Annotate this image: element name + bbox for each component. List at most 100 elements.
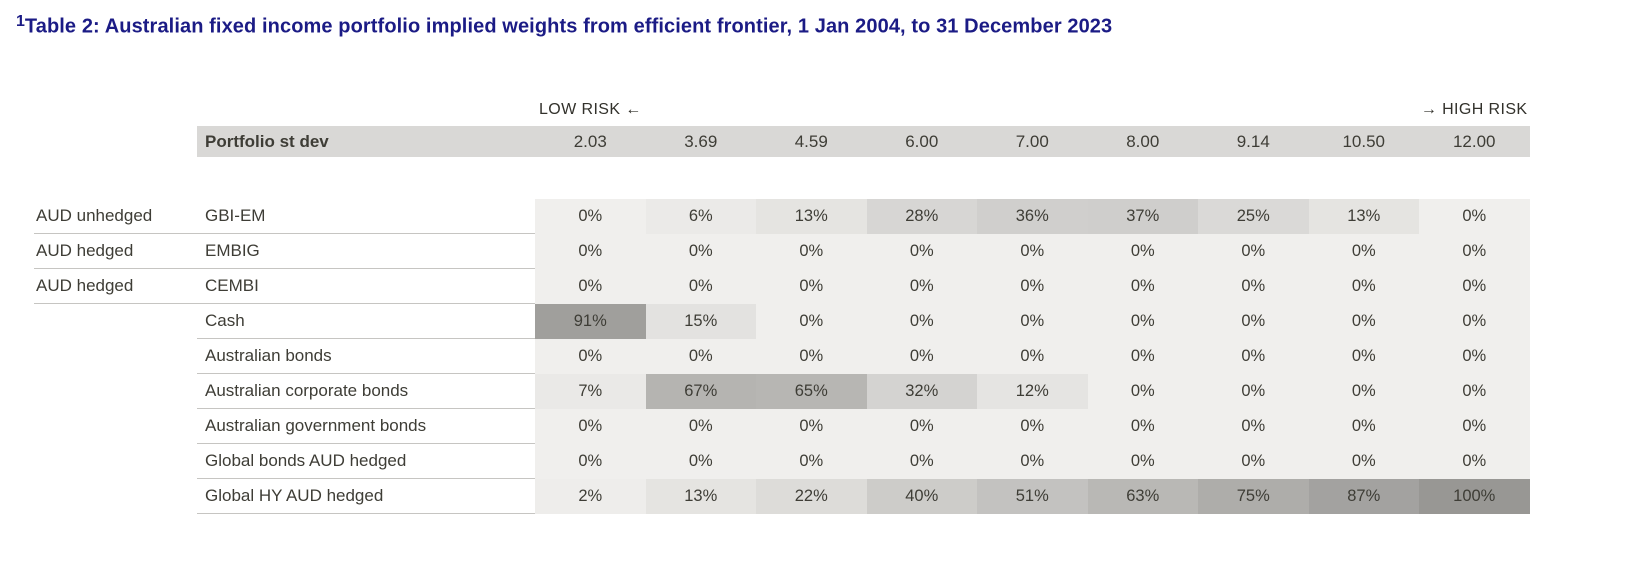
weight-cell: 91% — [535, 304, 646, 340]
portfolio-stdev-label: Portfolio st dev — [197, 126, 535, 158]
weight-cell: 13% — [756, 199, 867, 235]
group-label — [34, 479, 197, 514]
stddev-value: 12.00 — [1419, 126, 1530, 158]
group-label: AUD hedged — [34, 234, 197, 270]
weight-cell: 100% — [1419, 479, 1530, 515]
table-row: Australian government bonds 0% 0% 0% 0% 0% 0% 0… — [34, 409, 1533, 445]
weight-cell: 7% — [535, 374, 646, 410]
weight-cell: 0% — [977, 339, 1088, 375]
weight-cell: 0% — [645, 409, 756, 445]
group-label — [34, 409, 197, 444]
weight-cell: 0% — [1198, 409, 1309, 445]
table-row: Australian corporate bonds 7% 67% 65% 32% 12%… — [34, 374, 1533, 410]
weight-cell: 0% — [866, 269, 977, 305]
weight-cell: 22% — [756, 479, 867, 515]
weight-cell: 0% — [1308, 234, 1419, 270]
asset-label: Global HY AUD hedged — [197, 479, 535, 515]
weight-cell: 0% — [756, 304, 867, 340]
weight-cell: 0% — [645, 269, 756, 305]
weight-cell: 51% — [977, 479, 1088, 515]
weight-cell: 0% — [1419, 444, 1530, 480]
weight-cell: 0% — [866, 304, 977, 340]
weight-cell: 0% — [756, 234, 867, 270]
group-label: AUD unhedged — [34, 199, 197, 235]
weight-cell: 0% — [1198, 374, 1309, 410]
asset-label: Cash — [197, 304, 535, 340]
weight-cell: 87% — [1308, 479, 1419, 515]
weight-cell: 0% — [1308, 374, 1419, 410]
weight-cell: 0% — [1308, 269, 1419, 305]
weight-cell: 0% — [1198, 304, 1309, 340]
weight-cell: 12% — [977, 374, 1088, 410]
table-body: AUD unhedged GBI-EM 0% 6% 13% 28% 36% 37% 25% 13%… — [34, 199, 1533, 515]
weight-cell: 0% — [1087, 234, 1198, 270]
title-text: Table 2: Australian fixed income portfol… — [24, 15, 1113, 38]
weight-cell: 0% — [1087, 409, 1198, 445]
weight-cell: 0% — [1087, 269, 1198, 305]
stddev-value: 6.00 — [866, 126, 977, 158]
implied-weights-table: LOW RISK ← → HIGH RISK Portfolio st dev … — [34, 94, 1533, 515]
weight-cell: 0% — [535, 234, 646, 270]
header-body-gap — [34, 157, 1533, 199]
weight-cell: 0% — [756, 444, 867, 480]
weight-cell: 0% — [1419, 339, 1530, 375]
weight-cell: 0% — [535, 409, 646, 445]
weight-cell: 0% — [535, 269, 646, 305]
weight-cell: 0% — [1198, 444, 1309, 480]
weight-cell: 0% — [1419, 304, 1530, 340]
stddev-values: 2.03 3.69 4.59 6.00 7.00 8.00 9.14 10.50 12.00 — [535, 126, 1530, 158]
table-row: Cash 91% 15% 0% 0% 0% 0% 0% 0% 0% — [34, 304, 1533, 340]
stddev-value: 10.50 — [1308, 126, 1419, 158]
stddev-value: 9.14 — [1198, 126, 1309, 158]
asset-label: Australian corporate bonds — [197, 374, 535, 410]
weight-cell: 0% — [866, 444, 977, 480]
group-label — [34, 374, 197, 409]
weight-cell: 0% — [1419, 409, 1530, 445]
weight-cell: 0% — [645, 234, 756, 270]
weight-cell: 0% — [1087, 304, 1198, 340]
portfolio-stdev-row: Portfolio st dev 2.03 3.69 4.59 6.00 7.00 8.0… — [34, 126, 1533, 158]
low-risk-label: LOW RISK ← — [539, 101, 642, 119]
table-row: AUD hedged CEMBI 0% 0% 0% 0% 0% 0% 0% 0% 0% — [34, 269, 1533, 305]
asset-label: Global bonds AUD hedged — [197, 444, 535, 480]
weight-cell: 0% — [1198, 234, 1309, 270]
weight-cell: 0% — [1308, 339, 1419, 375]
weight-cell: 63% — [1087, 479, 1198, 515]
risk-scale-row: LOW RISK ← → HIGH RISK — [34, 94, 1533, 126]
weight-cell: 0% — [977, 269, 1088, 305]
weight-cell: 0% — [1087, 444, 1198, 480]
weight-cell: 0% — [866, 339, 977, 375]
weight-cell: 0% — [756, 269, 867, 305]
weight-cell: 0% — [645, 339, 756, 375]
asset-label: CEMBI — [197, 269, 535, 305]
weight-cell: 0% — [977, 444, 1088, 480]
weight-cell: 25% — [1198, 199, 1309, 235]
group-label: AUD hedged — [34, 269, 197, 305]
title-footnote-superscript: 1 — [16, 13, 25, 30]
asset-label: EMBIG — [197, 234, 535, 270]
table-row: AUD unhedged GBI-EM 0% 6% 13% 28% 36% 37% 25% 13%… — [34, 199, 1533, 235]
stddev-value: 4.59 — [756, 126, 867, 158]
weight-cell: 0% — [535, 339, 646, 375]
weight-cell: 0% — [1419, 199, 1530, 235]
weight-cell: 0% — [977, 409, 1088, 445]
weight-cell: 2% — [535, 479, 646, 515]
weight-cell: 0% — [1198, 269, 1309, 305]
table-row: Global HY AUD hedged 2% 13% 22% 40% 51% 63% 75%… — [34, 479, 1533, 515]
weight-cell: 67% — [645, 374, 756, 410]
weight-cell: 0% — [1308, 409, 1419, 445]
weight-cell: 75% — [1198, 479, 1309, 515]
stddev-value: 2.03 — [535, 126, 646, 158]
weight-cell: 0% — [1308, 304, 1419, 340]
weight-cell: 15% — [645, 304, 756, 340]
weight-cell: 0% — [535, 199, 646, 235]
weight-cell: 37% — [1087, 199, 1198, 235]
high-risk-label: → HIGH RISK — [1420, 101, 1528, 119]
weight-cell: 13% — [645, 479, 756, 515]
table-row: AUD hedged EMBIG 0% 0% 0% 0% 0% 0% 0% 0% 0% — [34, 234, 1533, 270]
group-label — [34, 339, 197, 374]
group-label — [34, 304, 197, 339]
weight-cell: 0% — [756, 339, 867, 375]
weight-cell: 0% — [1419, 269, 1530, 305]
asset-label: GBI-EM — [197, 199, 535, 235]
